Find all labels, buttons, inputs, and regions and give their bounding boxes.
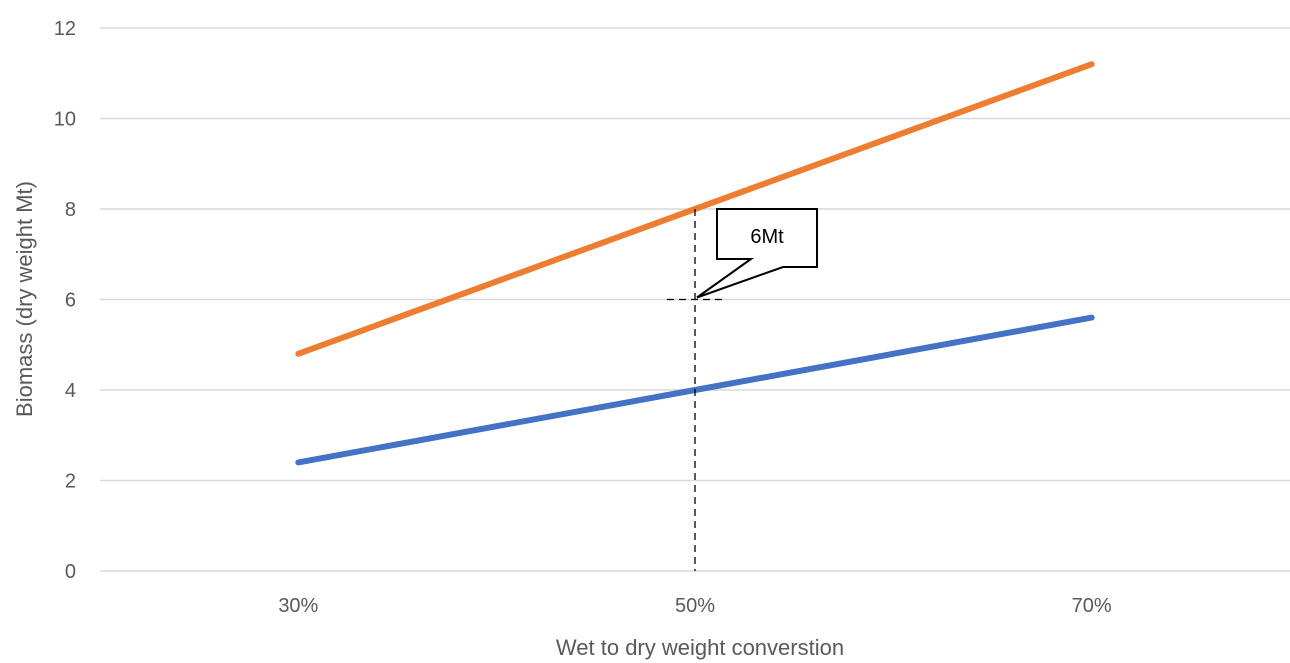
y-tick-label: 2 <box>65 471 76 493</box>
y-tick-label: 12 <box>54 18 76 40</box>
y-tick-label: 8 <box>65 199 76 221</box>
y-tick-label: 0 <box>65 561 76 583</box>
y-tick-labels: 0 2 4 6 8 10 12 <box>54 18 76 583</box>
y-axis-title: Biomass (dry weight Mt) <box>12 181 37 417</box>
annotation <box>667 209 723 571</box>
x-tick-labels: 30% 50% 70% <box>278 595 1112 617</box>
y-tick-label: 10 <box>54 109 76 131</box>
callout-box <box>696 208 818 299</box>
x-tick-label: 30% <box>278 595 318 617</box>
y-tick-label: 4 <box>65 380 76 402</box>
x-tick-label: 70% <box>1072 595 1112 617</box>
x-tick-label: 50% <box>675 595 715 617</box>
callout-label: 6Mt <box>750 226 784 248</box>
y-tick-label: 6 <box>65 290 76 312</box>
x-axis-title: Wet to dry weight converstion <box>556 635 844 660</box>
